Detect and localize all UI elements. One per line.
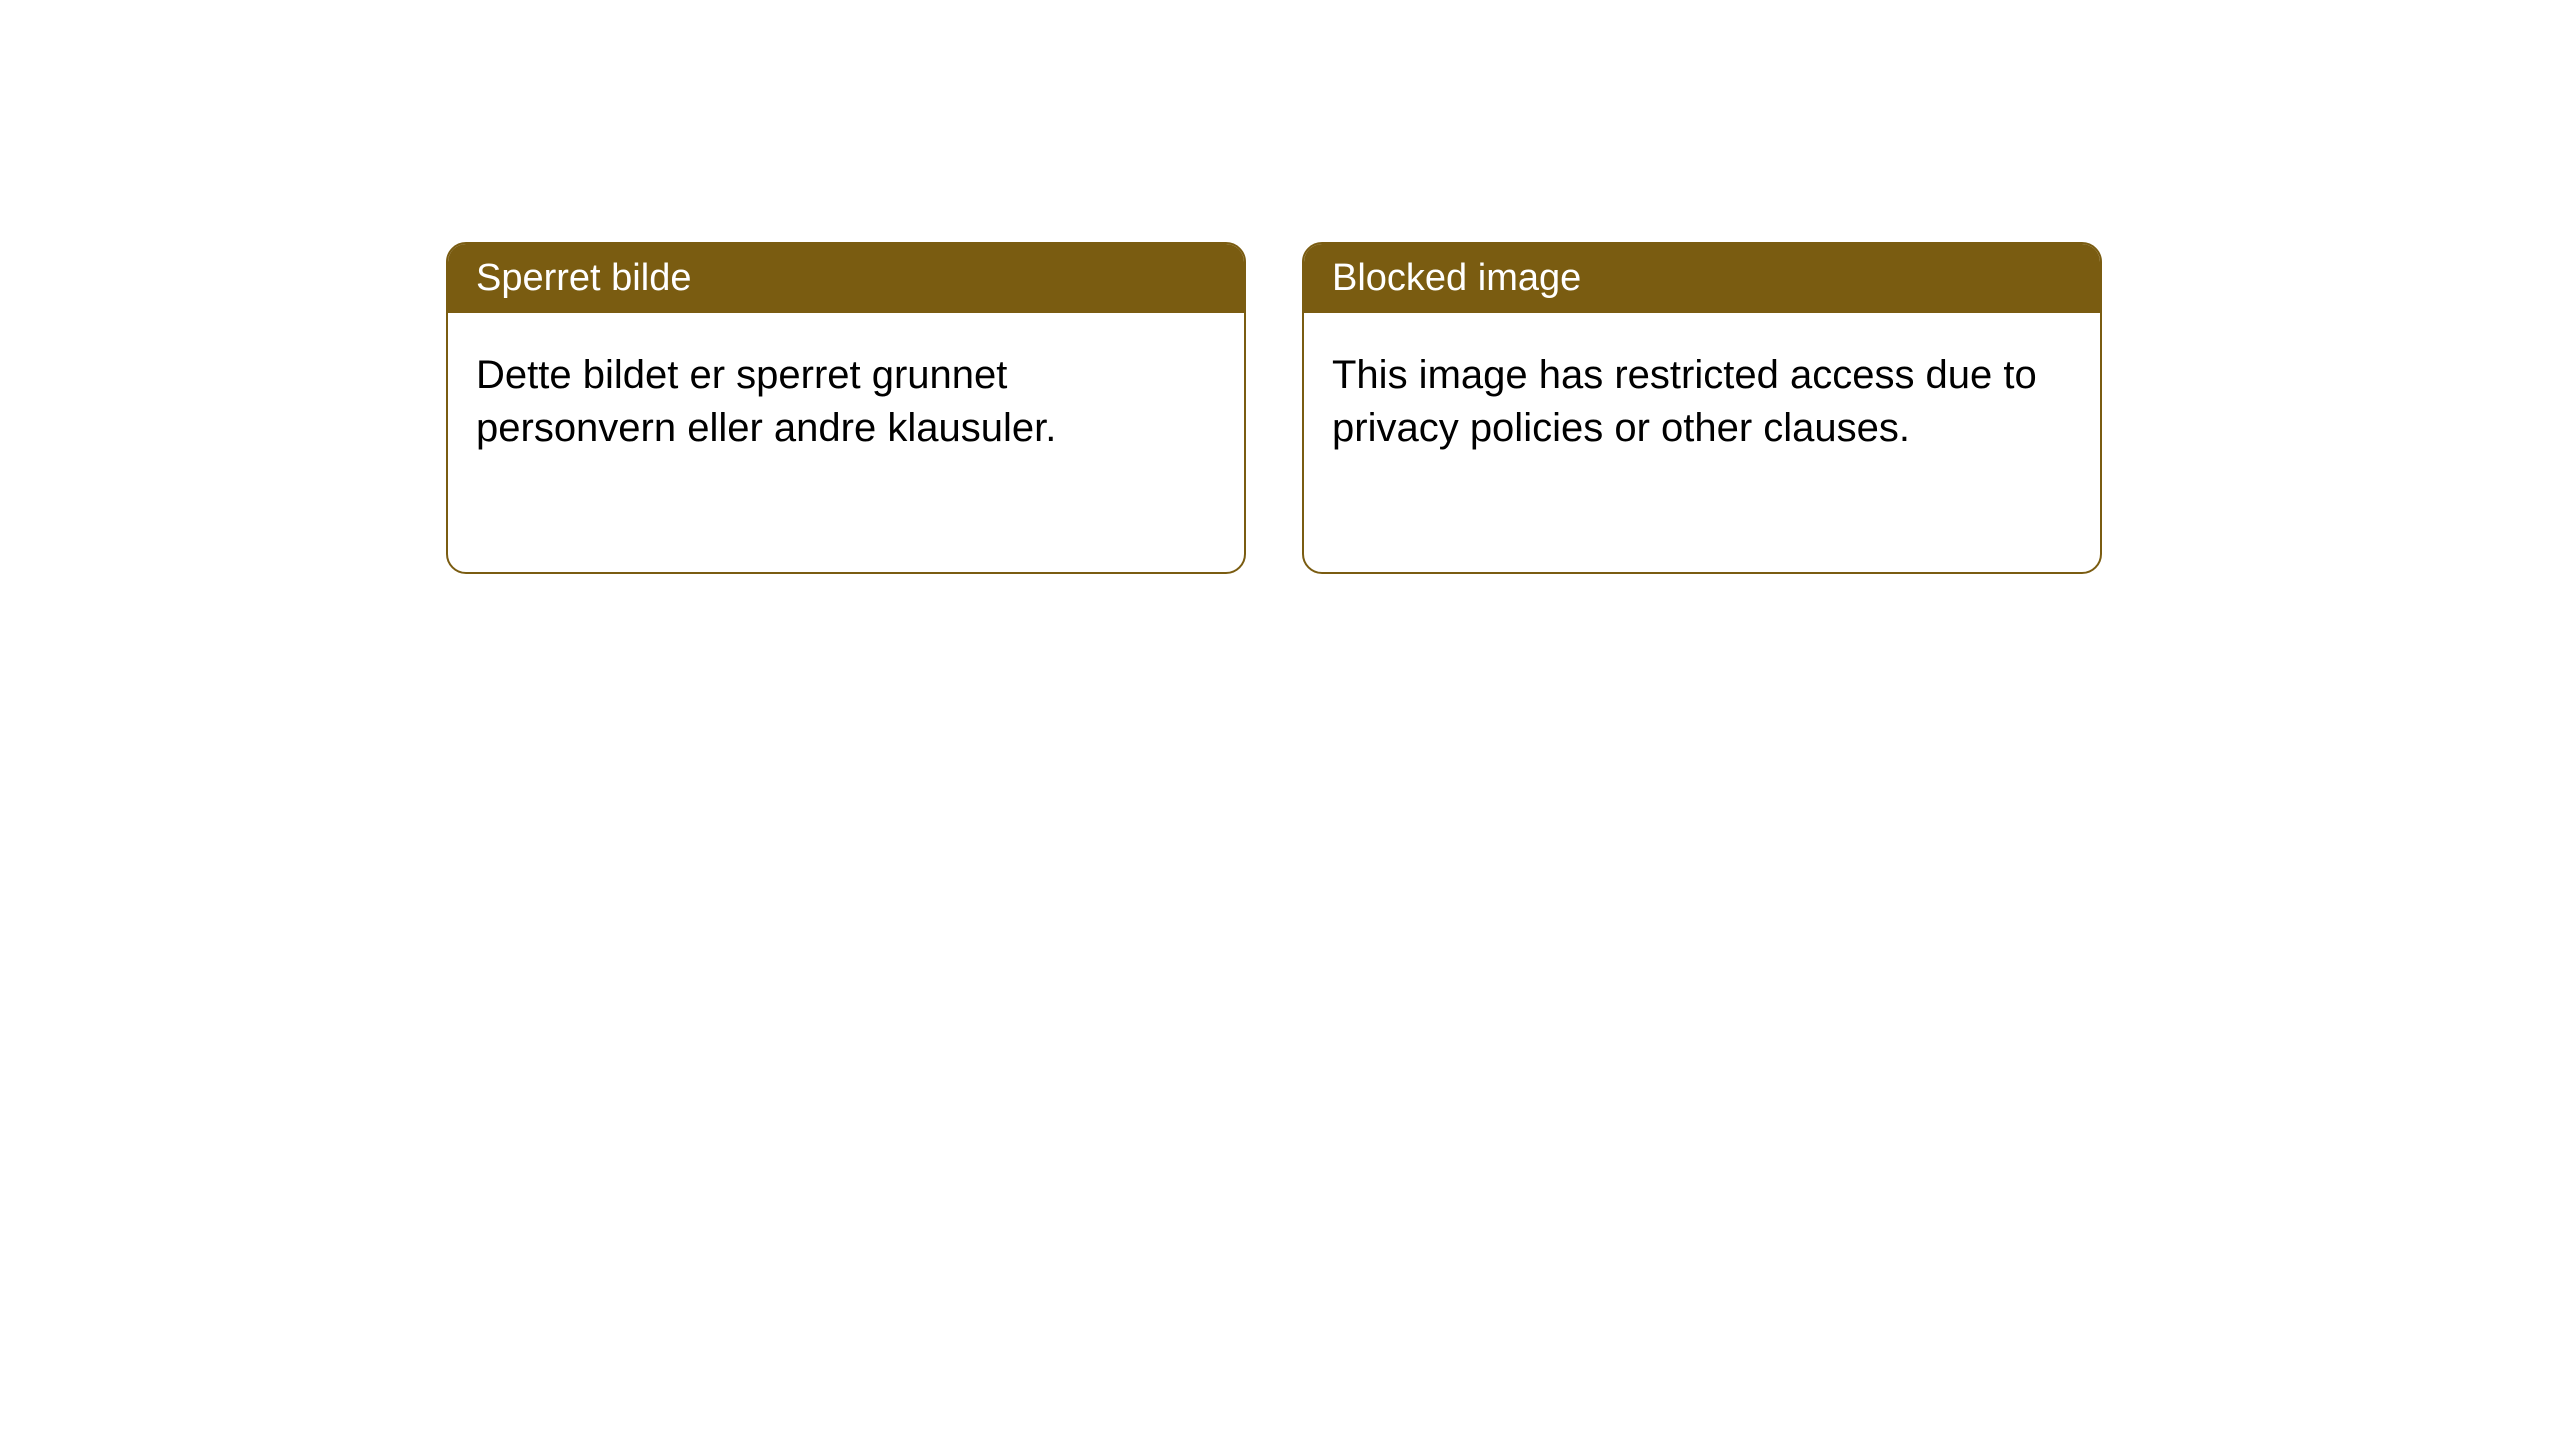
card-body: This image has restricted access due to … (1304, 313, 2100, 491)
notice-cards-container: Sperret bilde Dette bildet er sperret gr… (0, 0, 2560, 574)
card-message: Dette bildet er sperret grunnet personve… (476, 353, 1056, 450)
card-body: Dette bildet er sperret grunnet personve… (448, 313, 1244, 491)
card-title: Sperret bilde (476, 257, 691, 299)
card-title: Blocked image (1332, 257, 1581, 299)
notice-card-english: Blocked image This image has restricted … (1302, 242, 2102, 574)
card-header: Sperret bilde (448, 244, 1244, 313)
card-message: This image has restricted access due to … (1332, 353, 2037, 450)
notice-card-norwegian: Sperret bilde Dette bildet er sperret gr… (446, 242, 1246, 574)
card-header: Blocked image (1304, 244, 2100, 313)
